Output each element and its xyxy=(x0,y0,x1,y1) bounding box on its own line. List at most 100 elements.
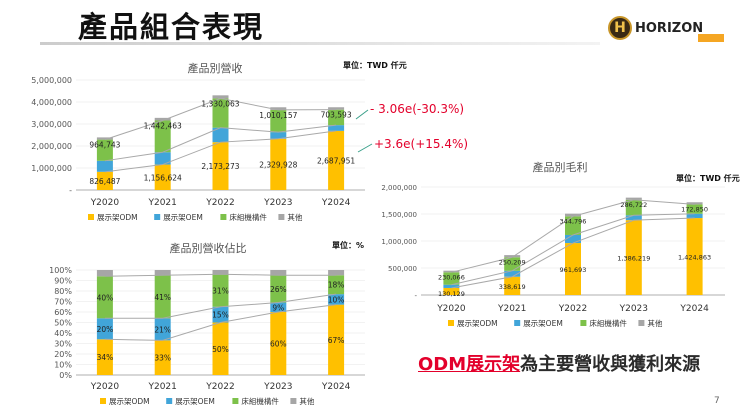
share-bar-展示架ODM-Y2020 xyxy=(96,339,113,375)
revenue-decrease-callout: - 3.06e(-30.3%) xyxy=(370,102,465,116)
share-x-tick-label: Y2022 xyxy=(205,382,234,392)
share-y-tick-label: 50% xyxy=(54,319,72,328)
revenue-data-label: 2,687,951 xyxy=(317,156,355,165)
logo-text: HORIZON xyxy=(635,20,704,36)
profit-bar-床組機構件-Y2023 xyxy=(625,199,642,216)
revenue-bar-展示架ODM-Y2024 xyxy=(328,130,345,190)
share-legend-swatch xyxy=(232,398,239,404)
share-bar-展示架ODM-Y2021 xyxy=(154,340,171,375)
share-y-tick-label: 40% xyxy=(54,329,72,338)
share-trend-line xyxy=(104,273,337,277)
revenue-bar-展示架OEM-Y2022 xyxy=(212,127,229,143)
revenue-data-label: 1,442,463 xyxy=(144,122,182,131)
profit-bar-其他-Y2024 xyxy=(686,202,703,205)
profit-y-tick-label: - xyxy=(414,292,417,300)
revenue-legend-swatch xyxy=(278,214,285,220)
revenue-bar-其他-Y2022 xyxy=(212,95,229,99)
share-data-label: 67% xyxy=(328,336,345,345)
revenue-trend-line xyxy=(104,97,337,141)
profit-x-tick-label: Y2024 xyxy=(679,304,709,314)
profit-bar-展示架ODM-Y2020 xyxy=(443,287,460,295)
profit-bar-其他-Y2023 xyxy=(625,197,642,200)
share-x-tick-label: Y2021 xyxy=(147,382,176,392)
profit-bar-其他-Y2022 xyxy=(565,213,581,217)
revenue-legend-label: 床組機構件 xyxy=(229,212,267,222)
revenue-bar-其他-Y2023 xyxy=(270,107,287,110)
profit-data-label: 1,386,219 xyxy=(617,255,650,263)
share-bar-展示架OEM-Y2024 xyxy=(328,294,345,305)
profit-x-tick-label: Y2023 xyxy=(619,304,648,314)
share-data-label: 34% xyxy=(97,353,114,362)
profit-legend-label: 其他 xyxy=(647,318,662,328)
revenue-y-tick-label: - xyxy=(69,186,72,195)
share-bar-展示架OEM-Y2020 xyxy=(96,318,113,340)
revenue-increase-callout: +3.6e(+15.4%) xyxy=(374,137,469,151)
share-y-tick-label: 20% xyxy=(54,350,72,359)
profit-data-label: 130,129 xyxy=(438,290,465,298)
profit-x-tick-label: Y2021 xyxy=(497,304,526,314)
share-bar-展示架OEM-Y2023 xyxy=(270,302,287,312)
share-data-label: 20% xyxy=(97,325,114,334)
revenue-unit-note: 單位：TWD 仟元 xyxy=(343,61,407,70)
profit-trend-line xyxy=(451,199,695,273)
share-data-label: 40% xyxy=(97,293,114,302)
share-data-label: 9% xyxy=(272,303,284,312)
profit-bar-展示架OEM-Y2023 xyxy=(625,215,642,221)
share-data-label: 15% xyxy=(212,311,229,320)
revenue-bar-展示架OEM-Y2023 xyxy=(270,132,287,139)
revenue-legend-label: 展示架ODM xyxy=(97,213,138,222)
revenue-data-label: 1,010,157 xyxy=(259,111,297,120)
revenue-trend-line xyxy=(104,130,337,173)
revenue-increase-arrow xyxy=(357,143,373,153)
profit-bar-其他-Y2020 xyxy=(443,270,460,273)
share-data-label: 50% xyxy=(212,345,229,354)
profit-data-label: 286,722 xyxy=(620,201,647,209)
profit-bar-展示架OEM-Y2021 xyxy=(504,270,521,277)
profit-y-tick-label: 500,000 xyxy=(388,265,417,273)
share-data-label: 41% xyxy=(154,293,171,302)
profit-bar-床組機構件-Y2020 xyxy=(443,272,460,285)
company-logo: H HORIZON xyxy=(608,16,703,40)
profit-bar-其他-Y2021 xyxy=(504,255,521,258)
revenue-x-tick-label: Y2021 xyxy=(147,198,176,208)
revenue-bar-床組機構件-Y2020 xyxy=(96,139,113,161)
share-y-tick-label: 0% xyxy=(59,371,72,380)
profit-chart-title: 產品別毛利 xyxy=(533,160,588,174)
profit-data-label: 230,066 xyxy=(438,273,465,281)
profit-bar-展示架ODM-Y2024 xyxy=(686,218,703,295)
revenue-x-tick-label: Y2024 xyxy=(321,198,351,208)
profit-legend-swatch xyxy=(514,320,521,326)
share-y-tick-label: 70% xyxy=(54,298,72,307)
profit-data-label: 172,850 xyxy=(681,205,708,213)
title-divider xyxy=(40,42,600,45)
revenue-bar-展示架ODM-Y2021 xyxy=(154,164,171,190)
revenue-bar-其他-Y2024 xyxy=(328,107,345,110)
revenue-data-label: 1,330,063 xyxy=(201,99,239,108)
profit-trend-line xyxy=(451,217,695,289)
profit-legend-swatch xyxy=(580,320,587,326)
share-data-label: 10% xyxy=(328,295,345,304)
share-bar-展示架ODM-Y2024 xyxy=(328,304,345,375)
profit-bar-床組機構件-Y2022 xyxy=(565,216,581,235)
share-data-label: 33% xyxy=(154,354,171,363)
share-bar-其他-Y2023 xyxy=(270,270,287,276)
profit-data-label: 344,796 xyxy=(560,217,587,225)
share-unit-note: 單位：% xyxy=(332,241,365,250)
revenue-x-tick-label: Y2020 xyxy=(90,198,120,208)
profit-data-label: 961,693 xyxy=(560,266,587,274)
profit-x-tick-label: Y2022 xyxy=(558,304,587,314)
revenue-legend-label: 其他 xyxy=(287,212,302,222)
revenue-bar-床組機構件-Y2022 xyxy=(212,98,229,128)
revenue-data-label: 2,173,273 xyxy=(201,162,239,171)
share-legend-label: 其他 xyxy=(299,396,314,406)
revenue-data-label: 964,743 xyxy=(89,141,120,150)
revenue-y-tick-label: 5,000,000 xyxy=(31,76,72,85)
profit-bar-展示架OEM-Y2022 xyxy=(565,234,581,244)
revenue-bar-展示架OEM-Y2020 xyxy=(96,160,113,172)
revenue-bar-展示架OEM-Y2021 xyxy=(154,152,171,165)
share-legend-swatch xyxy=(290,398,297,404)
share-bar-展示架ODM-Y2023 xyxy=(270,312,287,375)
revenue-y-tick-label: 1,000,000 xyxy=(31,164,72,173)
revenue-legend-swatch xyxy=(154,214,161,220)
share-chart-title: 產品別營收佔比 xyxy=(170,241,247,255)
